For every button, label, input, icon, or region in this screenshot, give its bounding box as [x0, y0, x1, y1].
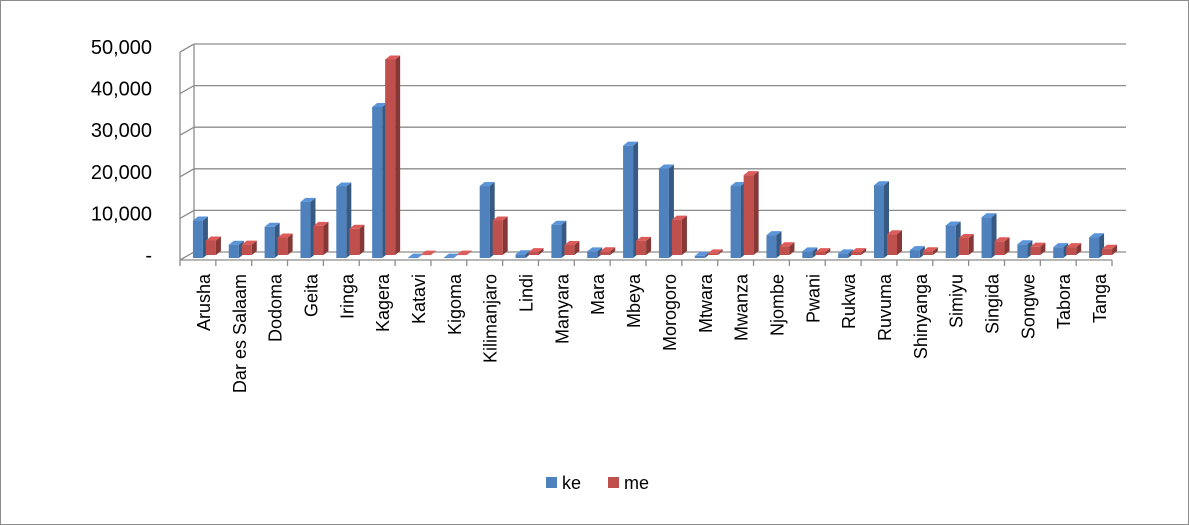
bar-ke [1053, 243, 1069, 258]
bar-me [492, 216, 508, 255]
legend-label-ke: ke [562, 473, 581, 493]
bar-ke [1017, 240, 1033, 258]
bar-me [994, 237, 1010, 255]
bar-ke [300, 197, 316, 258]
x-tick-label: Ruvuma [875, 273, 895, 341]
bar-ke [874, 181, 889, 258]
bar-ke [945, 221, 961, 258]
bar-ke [909, 246, 925, 258]
y-tick-label: 50,000 [91, 37, 152, 59]
x-tick-label: Dodoma [266, 273, 286, 342]
bar-ke [408, 253, 423, 259]
bar-ke [443, 253, 459, 259]
bar-me [313, 221, 329, 255]
y-tick-label: 30,000 [91, 120, 152, 142]
bar-ke [1089, 233, 1105, 258]
x-tick-label: Lindi [517, 274, 537, 312]
bar-me [205, 236, 221, 255]
bars [192, 55, 1118, 259]
bar-me [887, 230, 902, 255]
bar-ke [694, 251, 710, 258]
bar-ke [228, 240, 244, 258]
x-tick-label: Rukwa [839, 273, 859, 329]
bar-me [671, 215, 687, 255]
x-tick-label: Simiyu [947, 274, 967, 328]
bar-me [1102, 244, 1118, 255]
y-tick-label: 20,000 [91, 162, 152, 184]
bar-ke [658, 164, 674, 258]
x-tick-label: Dar es Salaam [230, 274, 250, 393]
x-tick-label: Tanga [1090, 273, 1110, 323]
bar-ke [551, 220, 567, 258]
bar-me [564, 241, 580, 255]
bar-ke [623, 141, 639, 258]
bar-ke [802, 247, 818, 258]
legend-label-me: me [624, 473, 649, 493]
bar-me [600, 247, 616, 255]
gridline [179, 168, 1126, 178]
bar-me [958, 233, 974, 255]
x-tick-label: Mtwara [696, 273, 716, 333]
bar-ke [766, 231, 782, 258]
bar-me [1066, 243, 1082, 255]
y-tick-label: 40,000 [91, 79, 152, 101]
legend-swatch-ke [546, 477, 557, 488]
x-tick-label: Iringa [337, 273, 357, 319]
x-tick-label: Arusha [194, 273, 214, 331]
bar-ke [372, 102, 388, 258]
bar-me [385, 55, 401, 256]
x-tick-label: Kagera [373, 273, 393, 332]
bar-me [421, 250, 436, 256]
bar-me [922, 247, 938, 255]
x-tick-label: Mbeya [624, 273, 644, 328]
bar-ke [587, 247, 603, 258]
bar-me [636, 236, 652, 255]
bar-me [456, 250, 472, 256]
x-tick-label: Manyara [552, 273, 572, 344]
x-tick-label: Kilimanjaro [481, 274, 501, 363]
bar-ke [479, 182, 495, 258]
gridline [179, 126, 1126, 136]
bar-me [779, 242, 795, 255]
bar-me [349, 224, 365, 255]
x-tick-label: Mara [588, 273, 608, 315]
x-tick-label: Kigoma [445, 273, 465, 335]
bar-ke [264, 222, 280, 258]
x-tick-label: Singida [983, 273, 1003, 334]
x-tick-label: Shinyanga [911, 273, 931, 359]
bar-me [815, 248, 831, 255]
bar-me [277, 233, 293, 255]
axes: - 10,000 20,000 30,000 40,000 50,000 [91, 37, 1113, 267]
legend-swatch-me [608, 477, 619, 488]
bar-me [743, 171, 759, 255]
bar-ke [981, 213, 997, 258]
x-tick-label: Morogoro [660, 274, 680, 351]
x-tick-label: Katavi [409, 274, 429, 324]
bar-ke [192, 216, 208, 258]
bar-me [851, 248, 867, 255]
x-tick-label: Songwe [1018, 274, 1038, 339]
legend: ke me [546, 473, 649, 493]
y-tick-label: 10,000 [91, 203, 152, 225]
x-tick-label: Mwanza [732, 273, 752, 341]
bar-ke [838, 249, 854, 258]
x-tick-label: Geita [301, 273, 321, 317]
y-tick-label: - [145, 245, 152, 267]
category-labels: Arusha Dar es Salaam Dodoma Geita Iringa Kage… [194, 273, 1110, 393]
gridline [179, 43, 1126, 53]
bar-ke [336, 182, 352, 258]
bar-ke [730, 182, 746, 258]
gridline [179, 84, 1126, 95]
bar-me [241, 240, 257, 255]
x-tick-label: Njombe [767, 274, 787, 336]
bar-me [528, 248, 544, 255]
bar-me [1030, 242, 1046, 255]
x-tick-label: Pwani [803, 274, 823, 323]
bar-me [707, 249, 723, 255]
x-tick-label: Tabora [1054, 273, 1074, 329]
